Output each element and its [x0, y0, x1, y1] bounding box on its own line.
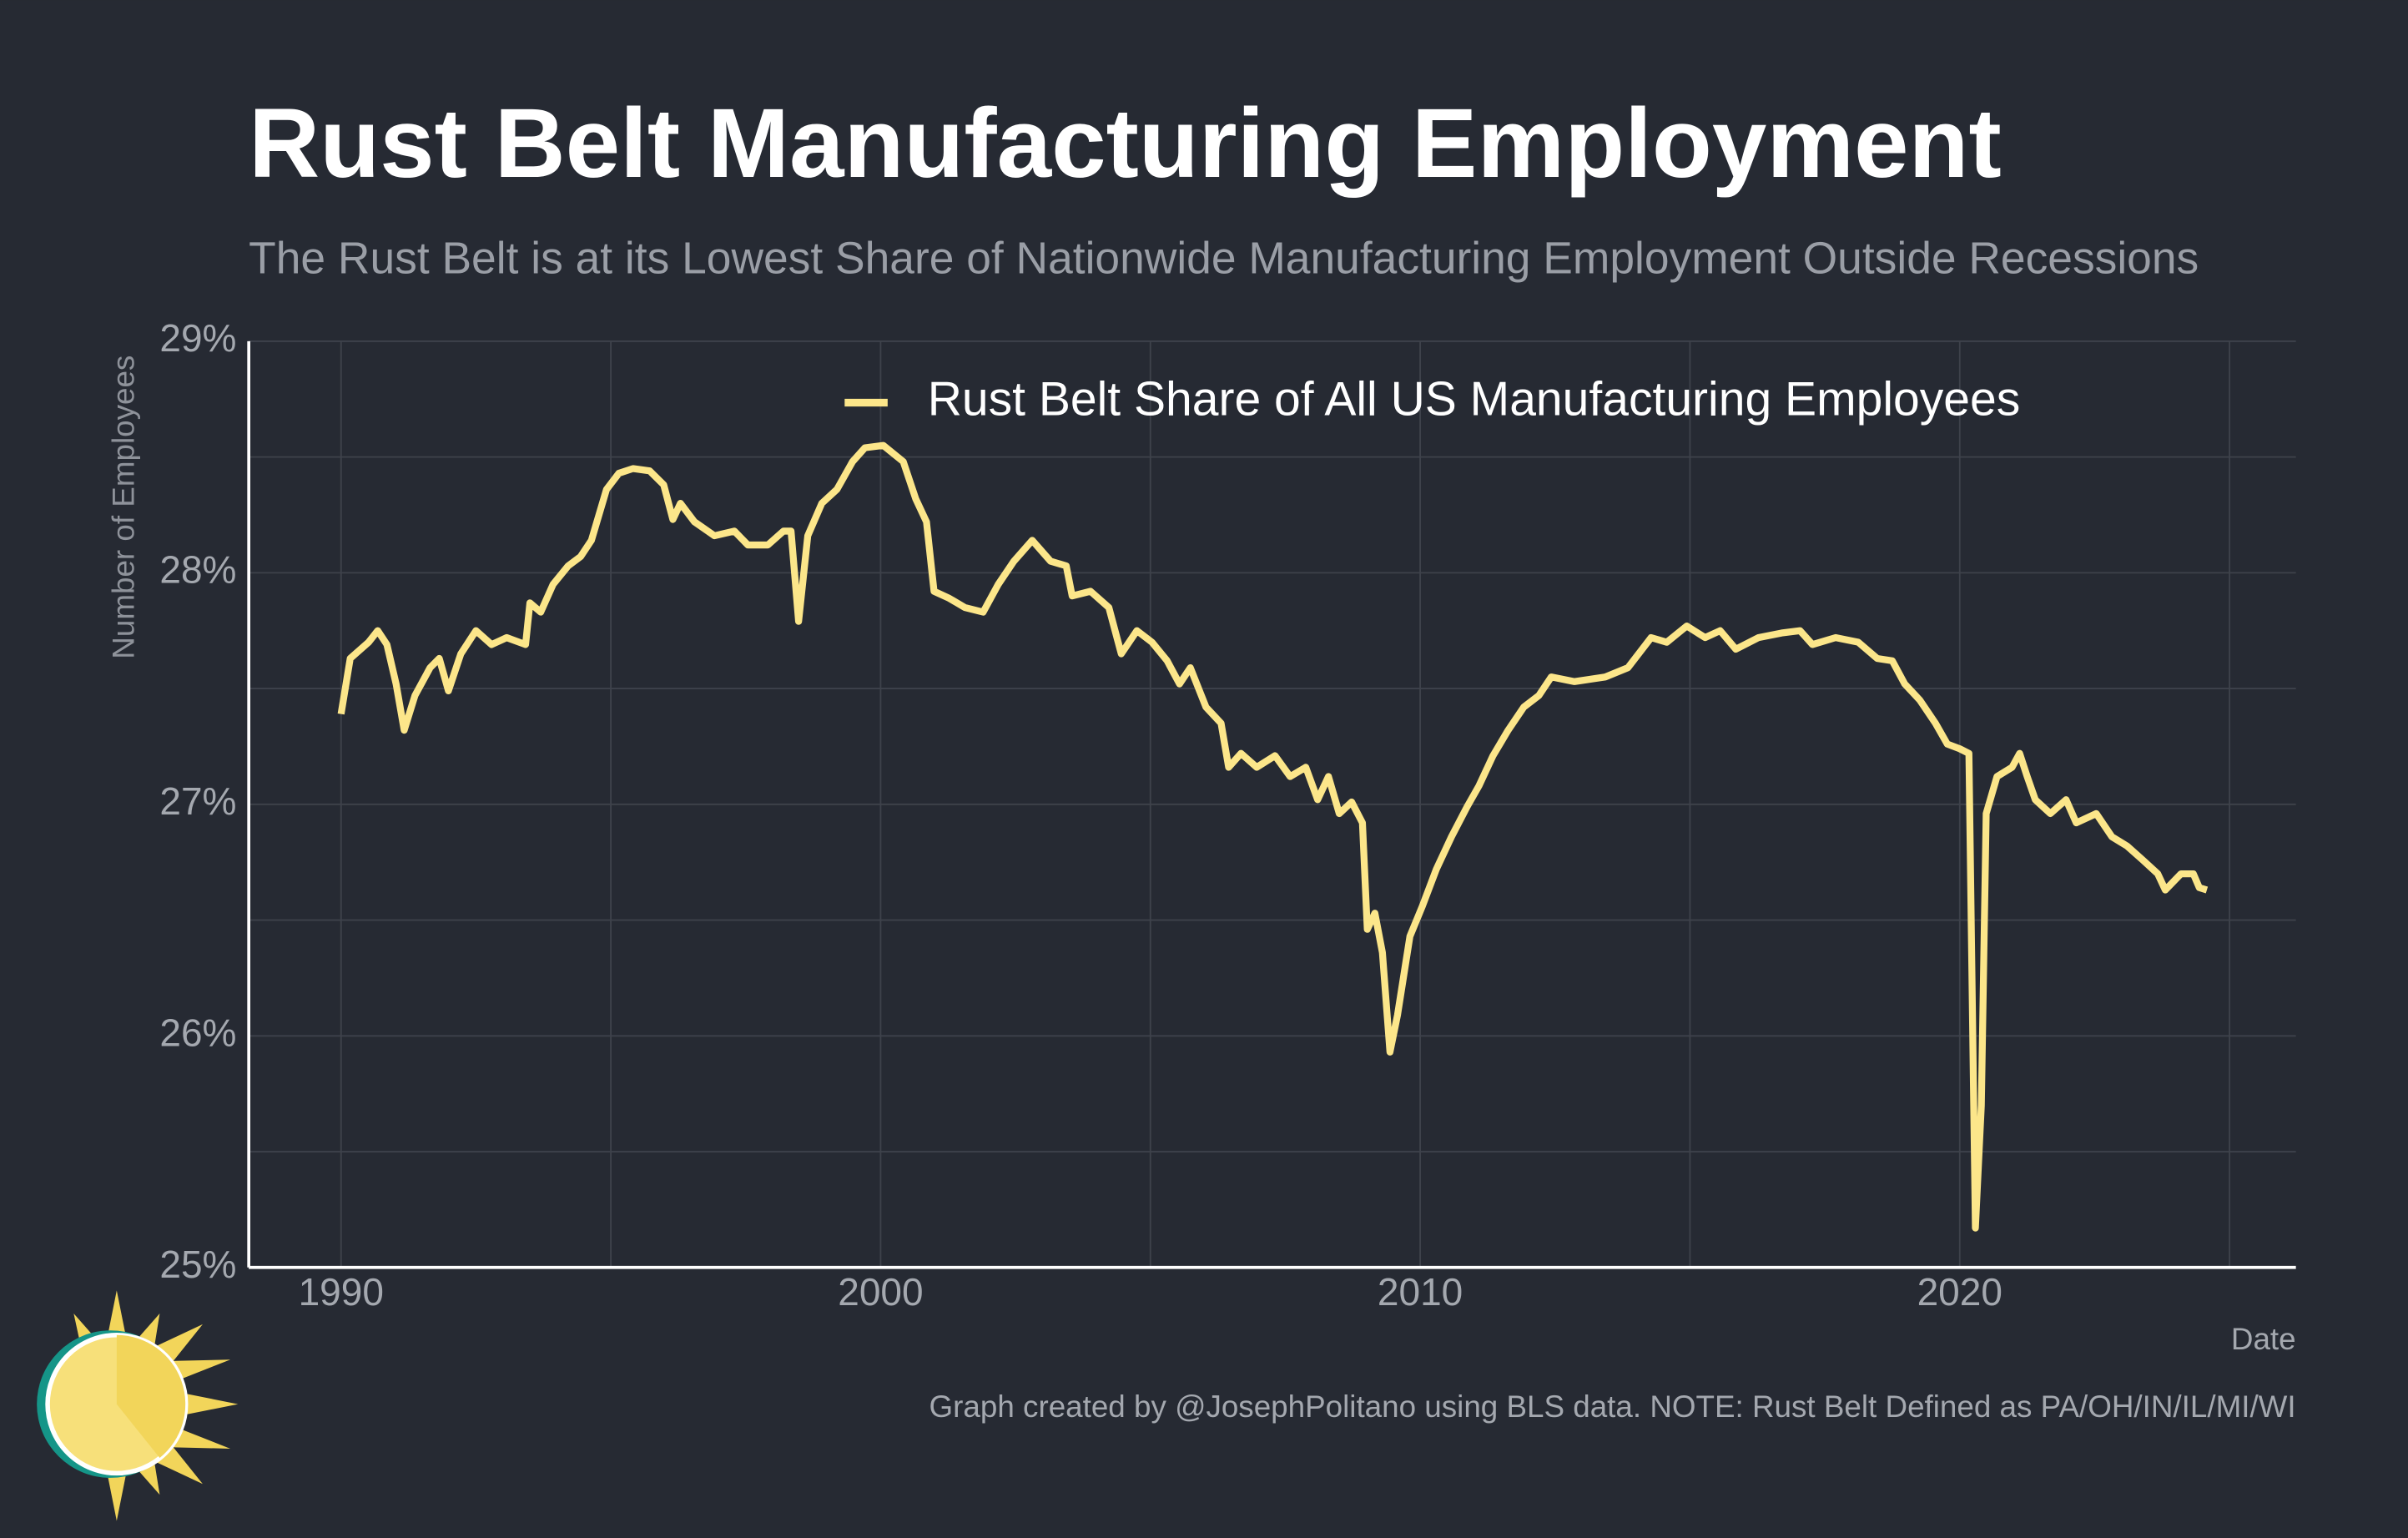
footnote: Graph created by @JosephPolitano using B… [929, 1389, 2296, 1424]
y-tick-label: 25% [159, 1243, 236, 1286]
y-tick-label: 26% [159, 1011, 236, 1054]
x-tick-label: 2010 [1378, 1270, 1463, 1314]
y-tick-label: 29% [159, 316, 236, 360]
chart-title: Rust Belt Manufacturing Employment [249, 88, 2002, 198]
marks [337, 441, 2209, 1232]
legend-label: Rust Belt Share of All US Manufacturing … [928, 373, 2021, 426]
x-tick-label: 1990 [299, 1270, 384, 1314]
x-tick-label: 2020 [1917, 1270, 2002, 1314]
y-axis-label: Number of Employees [107, 356, 141, 659]
chart-subtitle: The Rust Belt is at its Lowest Share of … [249, 234, 2199, 283]
data-line [337, 441, 2209, 1232]
logo [37, 1290, 239, 1521]
x-axis-label: Date [2231, 1322, 2296, 1356]
grid [249, 340, 2296, 1268]
x-tick-label: 2000 [838, 1270, 923, 1314]
y-tick-label: 27% [159, 779, 236, 823]
y-tick-label: 28% [159, 548, 236, 592]
